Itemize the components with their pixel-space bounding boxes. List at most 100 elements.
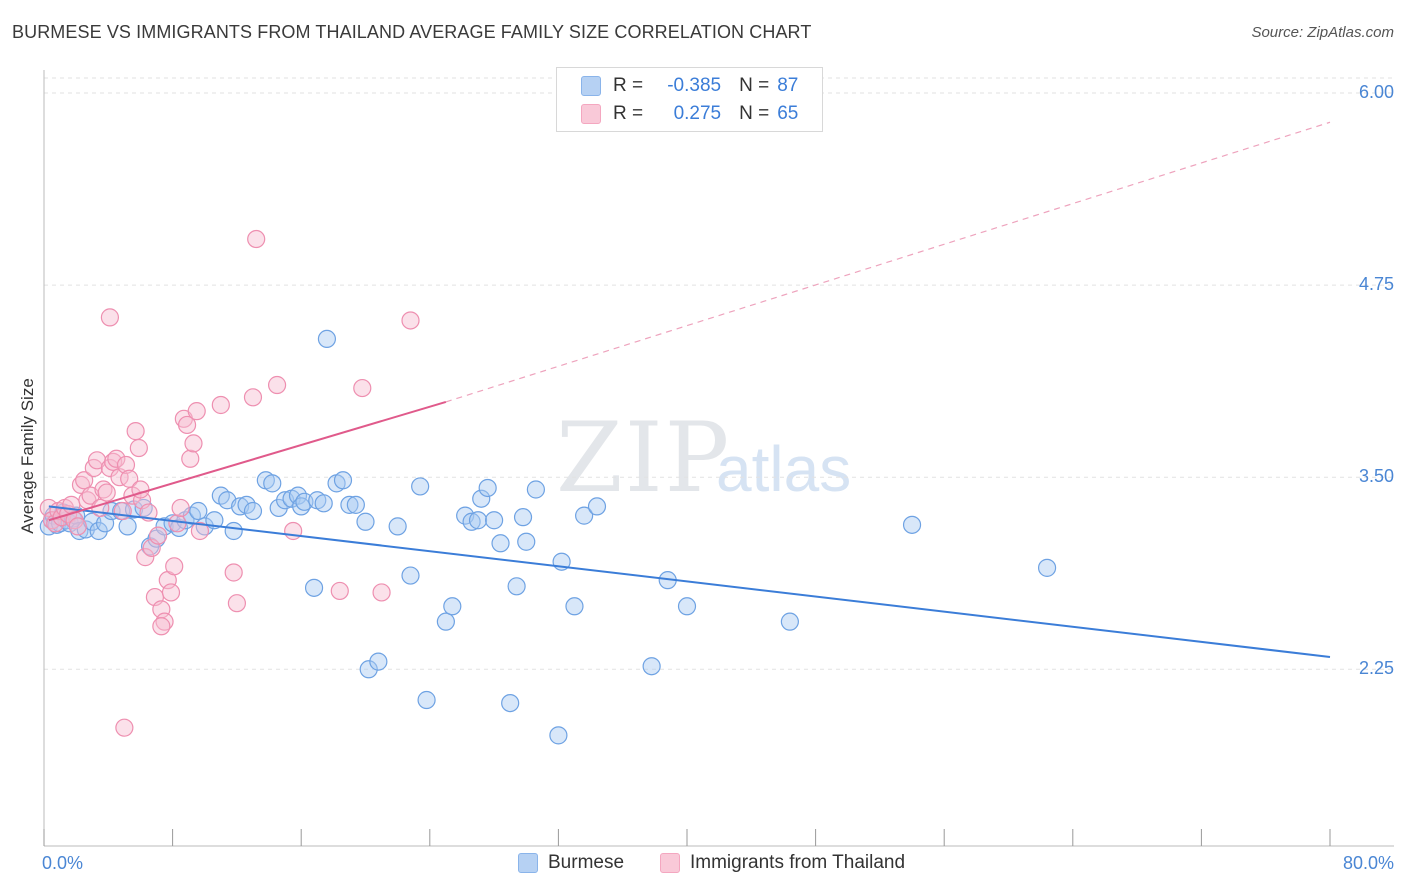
thailand-point [126, 422, 145, 441]
burmese-point [642, 657, 661, 676]
thailand-point [149, 526, 168, 545]
watermark-zip: ZIP [556, 402, 732, 514]
thailand-point [165, 557, 184, 576]
thailand-point [161, 583, 181, 602]
burmese-point [340, 495, 359, 514]
burmese-point [526, 480, 545, 499]
trend-lines [48, 121, 1331, 658]
bottom-legend-burmese: Burmese [518, 852, 624, 874]
burmese-point [359, 660, 378, 679]
watermark-atlas: atlas [716, 433, 852, 505]
legend-n-value: 65 [777, 103, 799, 124]
legend-r-label: R = [613, 103, 644, 124]
burmese-point [468, 511, 488, 530]
thailand-point [372, 583, 391, 602]
burmese-point [411, 477, 430, 496]
thailand-point [243, 388, 263, 407]
y-tick-label: 4.75 [1358, 274, 1394, 295]
burmese-point [462, 512, 481, 531]
burmese-point [436, 612, 455, 631]
burmese-point [304, 578, 324, 597]
burmese-points [39, 329, 1057, 745]
thailand-point [129, 438, 148, 458]
axes [43, 70, 1394, 847]
thailand-point [107, 449, 126, 468]
burmese-point [224, 521, 243, 541]
burmese-point [317, 329, 337, 349]
burmese-point [478, 478, 497, 498]
source-label: Source: ZipAtlas.com [1251, 24, 1394, 41]
thailand-point [115, 718, 134, 737]
legend-row-burmese: R = -0.385 N = 87 [557, 72, 798, 100]
legend-row-thailand: R = 0.275 N = 65 [557, 100, 798, 128]
thailand-point [284, 521, 303, 541]
burmese-point [263, 474, 282, 493]
burmese-point [333, 471, 353, 490]
thailand-point [136, 548, 155, 567]
burmese-point [485, 511, 504, 530]
thailand-point [152, 617, 171, 636]
thailand-point [353, 378, 372, 398]
burmese-point [189, 501, 208, 521]
burmese-point [388, 517, 407, 536]
bottom-swatch-blue [518, 853, 538, 873]
bottom-legend-label: Immigrants from Thailand [690, 852, 906, 873]
thailand-point [247, 229, 266, 249]
burmese-point [243, 501, 263, 521]
burmese-point [401, 566, 420, 585]
burmese-point [780, 612, 799, 631]
burmese-point [356, 512, 375, 531]
thailand-point [401, 311, 420, 330]
legend-r-label: R = [613, 75, 644, 96]
legend-r-value: -0.385 [667, 75, 722, 96]
burmese-point [507, 577, 526, 596]
thailand-trend-extension [445, 121, 1331, 403]
burmese-point [677, 597, 697, 616]
burmese-point [346, 495, 365, 514]
legend-swatch-blue [581, 76, 601, 96]
y-axis-title: Average Family Size [18, 378, 37, 534]
thailand-point [113, 501, 132, 521]
thailand-point [330, 581, 349, 601]
thailand-trend-line [48, 400, 447, 522]
thailand-point [187, 402, 206, 421]
y-tick-label: 2.25 [1358, 658, 1394, 679]
burmese-point [417, 690, 436, 710]
chart-title: BURMESE VS IMMIGRANTS FROM THAILAND AVER… [12, 22, 812, 42]
burmese-point [501, 693, 520, 713]
burmese-point [575, 506, 594, 525]
burmese-point [549, 726, 568, 745]
y-tick-label: 6.00 [1358, 82, 1394, 103]
thailand-point [94, 480, 113, 499]
burmese-point [118, 517, 137, 536]
thailand-point [190, 521, 210, 541]
thailand-point [75, 471, 94, 490]
burmese-point [1037, 558, 1057, 577]
burmese-point [491, 534, 510, 553]
gridlines [44, 77, 1394, 670]
legend-r-value: 0.275 [673, 103, 722, 124]
legend-n-label: N = [739, 103, 770, 124]
burmese-point [513, 508, 533, 527]
bottom-swatch-pink [660, 853, 680, 873]
burmese-point [443, 597, 462, 616]
burmese-point [565, 597, 584, 616]
thailand-points [39, 229, 420, 737]
thailand-point [177, 415, 197, 435]
burmese-point [472, 489, 491, 508]
legend-n-value: 87 [777, 75, 799, 96]
thailand-point [184, 434, 203, 453]
thailand-point [211, 395, 230, 415]
bottom-legend-thailand: Immigrants from Thailand [660, 852, 905, 874]
thailand-point [171, 498, 190, 518]
burmese-trend-line [48, 505, 1331, 658]
x-tick-min: 0.0% [42, 853, 84, 873]
bottom-legend-label: Burmese [548, 852, 625, 873]
burmese-point [314, 494, 333, 513]
y-tick-label: 3.50 [1358, 466, 1394, 487]
x-tick-max: 80.0% [1342, 853, 1394, 873]
thailand-point [227, 594, 246, 613]
thailand-point [97, 483, 116, 502]
burmese-point [587, 497, 607, 516]
